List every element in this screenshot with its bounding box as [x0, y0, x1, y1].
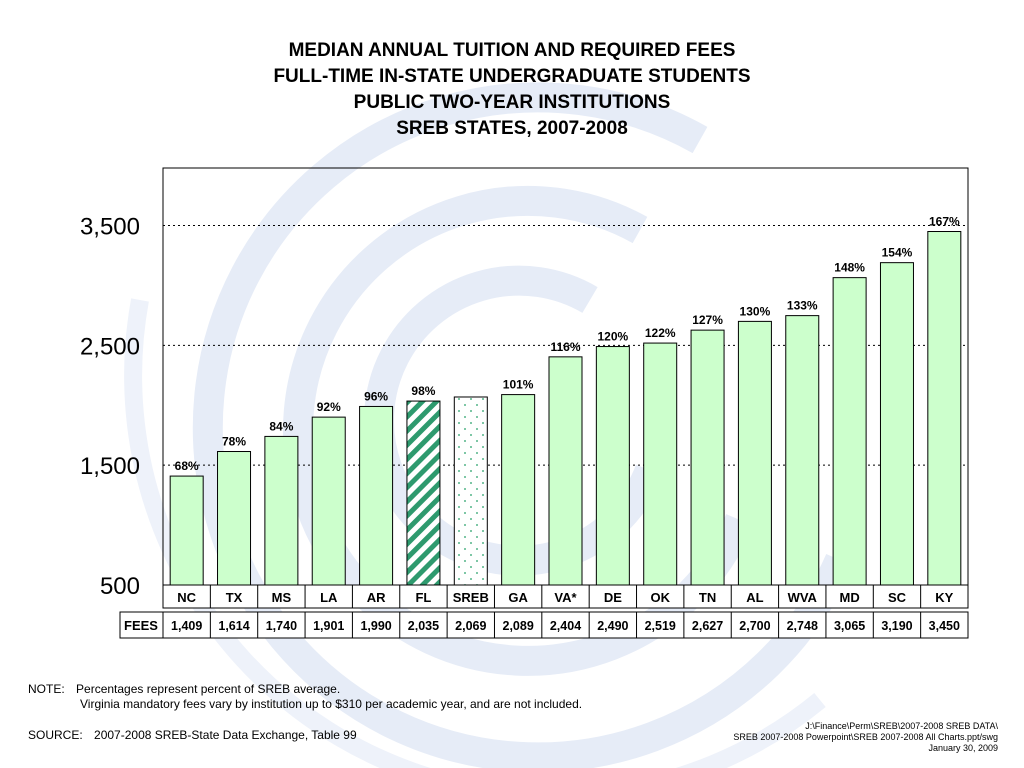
fees-row	[119, 611, 969, 639]
percent-label: 92%	[317, 400, 341, 414]
fee-value: 3,190	[881, 619, 912, 633]
footer-date: January 30, 2009	[928, 743, 998, 753]
category-label: NC	[177, 590, 196, 605]
fee-value: 2,627	[692, 619, 723, 633]
percent-label: 101%	[503, 378, 534, 392]
plot-frame	[162, 167, 969, 586]
percent-label: 127%	[692, 313, 723, 327]
note-block: NOTE: Percentages represent percent of S…	[28, 682, 340, 696]
footer-path-2: SREB 2007-2008 Powerpoint\SREB 2007-2008…	[733, 732, 998, 742]
bar	[785, 315, 820, 586]
bar	[832, 277, 867, 586]
chart-title: MEDIAN ANNUAL TUITION AND REQUIRED FEES …	[0, 38, 1024, 142]
category-label: MD	[840, 590, 860, 605]
fee-value: 2,404	[550, 619, 581, 633]
bar	[737, 320, 772, 586]
category-label: MS	[272, 590, 292, 605]
category-label: LA	[320, 590, 338, 605]
bar	[595, 346, 630, 586]
source-text: 2007-2008 SREB-State Data Exchange, Tabl…	[94, 728, 357, 742]
percent-label: 96%	[364, 389, 388, 403]
bar	[217, 451, 252, 586]
title-line-1: MEDIAN ANNUAL TUITION AND REQUIRED FEES	[288, 40, 736, 61]
bar	[879, 262, 914, 586]
fee-value: 2,069	[455, 619, 486, 633]
fee-value: 1,901	[313, 619, 344, 633]
bar	[359, 405, 394, 586]
percent-label: 122%	[645, 326, 676, 340]
source-label: SOURCE:	[28, 728, 83, 742]
note-line-1: Percentages represent percent of SREB av…	[76, 682, 341, 696]
bar	[453, 396, 488, 586]
category-label: FL	[415, 590, 431, 605]
percent-label: 98%	[411, 384, 435, 398]
bar	[406, 400, 441, 586]
fee-value: 1,614	[218, 619, 249, 633]
percent-label: 120%	[598, 330, 629, 344]
category-label: TX	[226, 590, 243, 605]
title-line-3: PUBLIC TWO-YEAR INSTITUTIONS	[353, 92, 671, 113]
category-label: GA	[508, 590, 528, 605]
category-label: VA*	[554, 590, 577, 605]
category-label: DE	[604, 590, 622, 605]
bar	[548, 356, 583, 586]
title-line-2: FULL-TIME IN-STATE UNDERGRADUATE STUDENT…	[273, 66, 751, 87]
bar	[501, 394, 536, 586]
bar	[311, 416, 346, 586]
category-label: KY	[935, 590, 953, 605]
fee-value: 2,700	[739, 619, 770, 633]
category-label: OK	[650, 590, 670, 605]
bar	[169, 475, 204, 586]
category-label: SC	[888, 590, 907, 605]
fee-value: 2,748	[787, 619, 818, 633]
fees-row-label: FEES	[124, 618, 158, 633]
note-line-2: Virginia mandatory fees vary by institut…	[80, 697, 583, 711]
y-tick-label: 3,500	[80, 214, 140, 241]
fee-value: 3,065	[834, 619, 865, 633]
fee-value: 2,089	[503, 619, 534, 633]
category-label: AR	[367, 590, 386, 605]
category-label: SREB	[453, 590, 489, 605]
y-tick-label: 2,500	[80, 333, 140, 360]
y-tick-label: 1,500	[80, 453, 140, 480]
bar	[643, 342, 678, 586]
percent-label: 154%	[882, 246, 913, 260]
y-tick-label: 500	[100, 573, 140, 600]
footer-path-1: J:\Finance\Perm\SREB\2007-2008 SREB DATA…	[805, 721, 998, 731]
percent-label: 78%	[222, 435, 246, 449]
fee-value: 2,490	[597, 619, 628, 633]
bar	[927, 231, 962, 586]
category-label: AL	[746, 590, 763, 605]
title-line-4: SREB STATES, 2007-2008	[396, 118, 628, 139]
bar	[690, 329, 725, 586]
percent-label: 84%	[269, 419, 293, 433]
fee-value: 1,740	[266, 619, 297, 633]
fee-value: 1,990	[360, 619, 391, 633]
category-label: TN	[699, 590, 716, 605]
fee-value: 3,450	[929, 619, 960, 633]
percent-label: 130%	[740, 304, 771, 318]
percent-label: 116%	[550, 340, 580, 354]
source-block: SOURCE: 2007-2008 SREB-State Data Exchan…	[28, 728, 357, 742]
note-label: NOTE:	[28, 682, 65, 696]
fee-value: 1,409	[171, 619, 202, 633]
fee-value: 2,519	[645, 619, 676, 633]
percent-label: 148%	[834, 261, 865, 275]
fee-value: 2,035	[408, 619, 439, 633]
percent-label: 167%	[929, 215, 960, 229]
percent-label: 133%	[787, 299, 818, 313]
bar	[264, 435, 299, 586]
category-label: WVA	[788, 590, 818, 605]
percent-label: 68%	[175, 459, 199, 473]
